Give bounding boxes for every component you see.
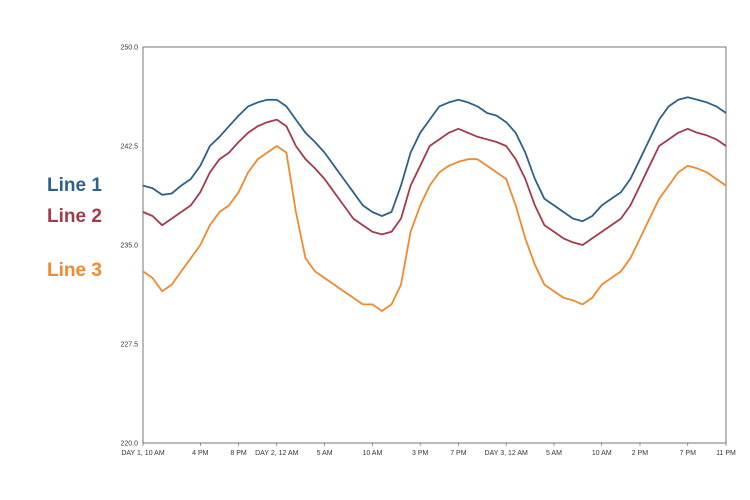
x-tick-label: 10 AM [362, 450, 382, 457]
y-tick-label: 235.0 [120, 243, 138, 250]
x-tick-label: 11 PM [716, 450, 736, 457]
x-tick-label: DAY 2, 12 AM [255, 450, 298, 457]
legend-entry-2: Line 2 [47, 206, 102, 227]
x-tick-label: 10 AM [592, 450, 612, 457]
y-tick-label: 242.5 [120, 144, 138, 151]
x-tick-label: DAY 1, 10 AM [121, 450, 164, 457]
x-tick-label: 8 PM [230, 450, 247, 457]
legend: Line 1 Line 2 Line 3 [47, 175, 102, 281]
legend-entry-1: Line 1 [47, 175, 102, 196]
series-group [142, 96, 727, 312]
x-tick-label: DAY 3, 12 AM [485, 450, 528, 457]
series-line-2 [142, 118, 727, 246]
plot-frame [142, 46, 727, 444]
x-tick-label: 7 PM [680, 450, 697, 457]
x-tick-label: 5 AM [546, 450, 562, 457]
y-tick-label: 220.0 [120, 441, 138, 448]
x-tick-label: 3 PM [412, 450, 429, 457]
x-tick-label: 5 AM [317, 450, 333, 457]
y-tick-label: 250.0 [120, 45, 138, 52]
x-tick-label: 2 PM [632, 450, 649, 457]
series-line-3 [142, 145, 727, 312]
y-tick-label: 227.5 [120, 342, 138, 349]
x-axis: DAY 1, 10 AM 4 PM 8 PM DAY 2, 12 AM 5 AM 10 A… [121, 443, 736, 457]
x-tick-label: 4 PM [192, 450, 209, 457]
x-tick-label: 7 PM [450, 450, 467, 457]
y-axis: 250.0 242.5 235.0 227.5 220.0 [120, 45, 138, 448]
series-line-1 [142, 96, 727, 223]
legend-entry-3: Line 3 [47, 260, 102, 281]
